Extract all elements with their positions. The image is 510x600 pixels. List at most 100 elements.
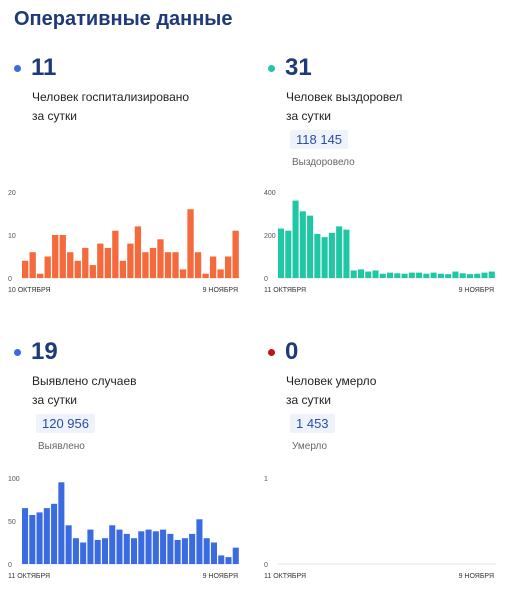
bar <box>232 230 239 278</box>
stat-panel-hospitalized: 11 Человек госпитализировано за сутки <box>14 54 254 174</box>
bar <box>44 256 51 278</box>
stat-description: Выявлено случаев за сутки <box>32 372 137 410</box>
bar <box>94 539 101 564</box>
bar <box>109 525 116 564</box>
stat-description-line1: Человек умерло <box>286 374 377 388</box>
x-end-label: 9 НОЯБРЯ <box>459 573 494 580</box>
stat-description-line2: за сутки <box>32 109 77 123</box>
x-end-label: 9 НОЯБРЯ <box>459 287 494 294</box>
bar <box>488 271 495 278</box>
bar <box>104 247 112 278</box>
stat-panel-recovered: 31 Человек выздоровел за сутки 118 145 В… <box>268 54 508 174</box>
bar <box>430 272 437 278</box>
x-start-label: 10 ОКТЯБРЯ <box>8 287 51 294</box>
bar <box>350 270 357 278</box>
bar <box>189 533 196 564</box>
total-label: Выздоровело <box>292 157 355 168</box>
bar <box>357 269 364 278</box>
stat-description: Человек выздоровел за сутки <box>286 88 402 126</box>
stat-count: 19 <box>31 338 58 365</box>
bar <box>58 482 65 564</box>
y-tick-label: 50 <box>8 519 16 526</box>
bar <box>387 272 394 278</box>
bar <box>481 272 488 278</box>
chart-deaths: 0 1 11 ОКТЯБРЯ 9 НОЯБРЯ <box>264 476 496 580</box>
bar <box>59 235 66 278</box>
stat-panel-deaths: 0 Человек умерло за сутки 1 453 Умерло <box>268 338 508 458</box>
y-tick-label: 0 <box>8 562 12 569</box>
stat-panel-cases: 19 Выявлено случаев за сутки 120 956 Выя… <box>14 338 254 458</box>
bar <box>22 260 29 278</box>
y-tick-label: 1 <box>264 476 268 483</box>
bar <box>372 270 379 278</box>
bar <box>209 256 217 278</box>
bar <box>138 531 145 564</box>
bar <box>164 252 172 278</box>
bar <box>123 533 130 564</box>
x-start-label: 11 ОКТЯБРЯ <box>8 573 50 580</box>
stat-description-line1: Выявлено случаев <box>32 374 137 388</box>
bar <box>152 531 159 564</box>
bar <box>119 260 127 278</box>
bar <box>116 529 123 564</box>
bar <box>65 525 72 564</box>
bar <box>217 269 224 278</box>
bar <box>423 273 430 278</box>
bar <box>187 209 194 278</box>
bar <box>445 274 452 278</box>
bar <box>87 529 94 564</box>
y-tick-label: 400 <box>264 190 276 197</box>
x-start-label: 11 ОКТЯБРЯ <box>264 573 306 580</box>
bar <box>97 243 104 278</box>
bar <box>225 557 232 564</box>
bar <box>196 519 203 564</box>
bar <box>218 555 225 564</box>
x-start-label: 11 ОКТЯБРЯ <box>264 287 306 294</box>
bar <box>167 533 174 564</box>
bar <box>203 538 210 564</box>
y-tick-label: 0 <box>8 276 12 283</box>
bar <box>82 247 89 278</box>
stat-description-line2: за сутки <box>286 393 331 407</box>
y-tick-label: 10 <box>8 233 16 240</box>
dot-indicator <box>14 64 21 72</box>
bar <box>134 226 142 278</box>
bar <box>336 226 343 278</box>
bar <box>437 273 444 278</box>
bar <box>328 232 335 278</box>
dot-indicator <box>268 348 275 356</box>
x-end-label: 9 НОЯБРЯ <box>203 573 238 580</box>
bar <box>52 235 59 278</box>
stat-description: Человек госпитализировано за сутки <box>32 88 189 126</box>
stat-description-line2: за сутки <box>32 393 77 407</box>
bar <box>408 272 415 278</box>
bar <box>29 252 36 278</box>
bar <box>379 273 386 278</box>
bar <box>43 508 50 564</box>
bar <box>51 503 58 564</box>
bar <box>459 273 466 278</box>
bar <box>299 211 306 278</box>
y-tick-label: 0 <box>264 276 268 283</box>
bar <box>89 265 96 278</box>
bar <box>307 215 314 278</box>
bar <box>452 271 459 278</box>
bar <box>365 271 372 278</box>
chart-hospitalized: 0 10 20 10 ОКТЯБРЯ 9 НОЯБРЯ <box>8 190 240 294</box>
y-tick-label: 200 <box>264 233 276 240</box>
bar <box>179 269 187 278</box>
y-tick-label: 0 <box>264 562 268 569</box>
bar <box>127 243 134 278</box>
bar <box>224 256 232 278</box>
bar <box>157 239 164 278</box>
bar <box>101 538 108 564</box>
bar <box>416 272 423 278</box>
bar <box>172 252 179 278</box>
total-value: 120 956 <box>36 414 95 433</box>
stat-count: 0 <box>285 338 299 365</box>
chart-cases: 0 50 100 11 ОКТЯБРЯ 9 НОЯБРЯ <box>8 476 240 580</box>
bar <box>67 252 74 278</box>
bar <box>343 229 350 278</box>
bar <box>474 273 481 278</box>
chart-recovered: 0 200 400 11 ОКТЯБРЯ 9 НОЯБРЯ <box>264 190 496 294</box>
